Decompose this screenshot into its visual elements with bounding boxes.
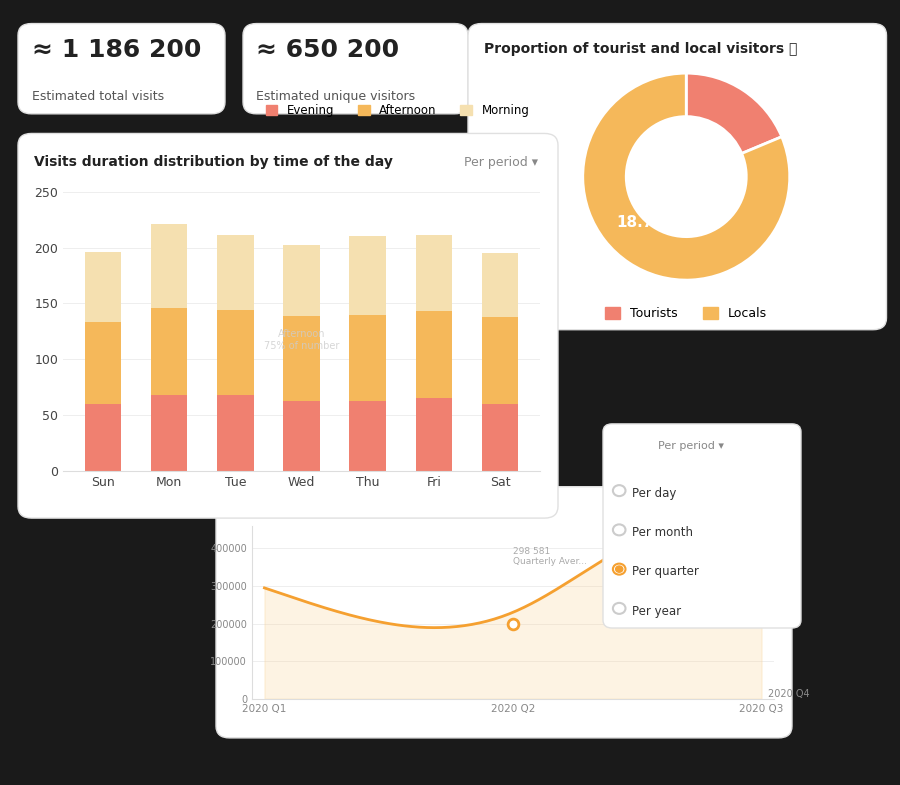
Text: Per day: Per day bbox=[632, 487, 676, 500]
Bar bbox=[482, 253, 518, 317]
Bar bbox=[85, 404, 122, 471]
Text: Afternoon
75% of number: Afternoon 75% of number bbox=[264, 330, 339, 351]
Bar bbox=[151, 224, 187, 308]
Text: 298 581
Quarterly Aver...: 298 581 Quarterly Aver... bbox=[513, 546, 587, 566]
Legend: Evening, Afternoon, Morning: Evening, Afternoon, Morning bbox=[261, 100, 534, 122]
Bar bbox=[151, 395, 187, 471]
Bar bbox=[284, 400, 320, 471]
Wedge shape bbox=[583, 73, 789, 280]
Text: Visits duration distribution by time of the day: Visits duration distribution by time of … bbox=[34, 155, 393, 170]
Bar bbox=[349, 400, 386, 471]
Text: 81.3%: 81.3% bbox=[580, 317, 633, 332]
Bar bbox=[85, 323, 122, 404]
Text: Per year: Per year bbox=[632, 604, 681, 618]
Text: Per period ▾: Per period ▾ bbox=[659, 441, 724, 451]
Text: 2020 Q4: 2020 Q4 bbox=[768, 688, 809, 699]
Bar bbox=[416, 399, 452, 471]
Bar bbox=[349, 236, 386, 315]
Text: Estimated unique visitors: Estimated unique visitors bbox=[256, 89, 416, 103]
Text: Proportion of tourist and local visitors ❓: Proportion of tourist and local visitors… bbox=[484, 42, 797, 57]
Bar bbox=[482, 404, 518, 471]
Text: Per month: Per month bbox=[632, 526, 693, 539]
Bar bbox=[85, 252, 122, 323]
Bar bbox=[151, 308, 187, 395]
Text: Estimated total visits: Estimated total visits bbox=[32, 89, 164, 103]
Bar bbox=[416, 236, 452, 311]
Text: ≈ 1 186 200: ≈ 1 186 200 bbox=[32, 38, 201, 61]
Bar bbox=[284, 316, 320, 400]
Wedge shape bbox=[686, 73, 782, 154]
Bar bbox=[217, 395, 254, 471]
Bar bbox=[416, 311, 452, 399]
Text: 18.7%: 18.7% bbox=[616, 214, 669, 230]
Bar bbox=[217, 310, 254, 395]
Bar bbox=[217, 236, 254, 310]
Point bbox=[754, 546, 769, 558]
Bar bbox=[349, 315, 386, 400]
Text: Per period ▾: Per period ▾ bbox=[464, 156, 537, 170]
Bar bbox=[284, 246, 320, 316]
Text: Per quarter: Per quarter bbox=[632, 565, 698, 579]
Text: ≈ 650 200: ≈ 650 200 bbox=[256, 38, 400, 61]
Legend: Tourists, Locals: Tourists, Locals bbox=[600, 301, 772, 325]
Point bbox=[506, 617, 520, 630]
Bar bbox=[482, 317, 518, 404]
